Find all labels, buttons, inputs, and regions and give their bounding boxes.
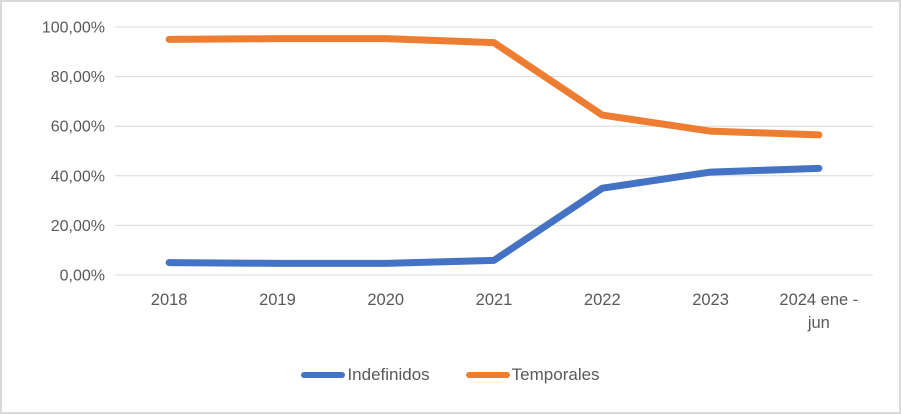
x-axis-tick-label: 2024 ene - xyxy=(779,291,858,309)
chart-legend: Indefinidos Temporales xyxy=(2,364,899,386)
legend-line-marker-icon xyxy=(301,372,346,378)
series-line-indefinidos xyxy=(165,164,823,267)
x-axis-tick-label: 2022 xyxy=(584,291,621,309)
x-axis-tick-label: 2021 xyxy=(476,291,513,309)
y-axis-tick-label: 100,00% xyxy=(42,20,105,37)
x-axis-tick-label: 2020 xyxy=(367,291,404,309)
x-axis-tick-label: 2023 xyxy=(692,291,729,309)
line-chart-plot-area: 0,00% 20,00% 40,00% 60,00% 80,00% 100,00% 2018… xyxy=(42,20,873,332)
y-axis-tick-label: 60,00% xyxy=(51,119,105,136)
legend-line-marker-icon xyxy=(465,372,510,378)
legend-item-temporales: Temporales xyxy=(465,364,600,386)
y-axis-tick-label: 20,00% xyxy=(51,218,105,235)
legend-item-indefinidos: Indefinidos xyxy=(301,364,430,386)
y-axis-tick-label: 80,00% xyxy=(51,69,105,86)
legend-label: Temporales xyxy=(511,365,600,384)
x-axis-tick-label: jun xyxy=(807,314,830,332)
x-axis-tick-label: 2019 xyxy=(259,291,296,309)
legend-label: Indefinidos xyxy=(347,365,430,384)
y-axis-tick-label: 0,00% xyxy=(60,268,105,285)
y-axis-tick-label: 40,00% xyxy=(51,168,105,185)
series-line-temporales xyxy=(165,35,823,139)
x-axis-tick-label: 2018 xyxy=(151,291,188,309)
